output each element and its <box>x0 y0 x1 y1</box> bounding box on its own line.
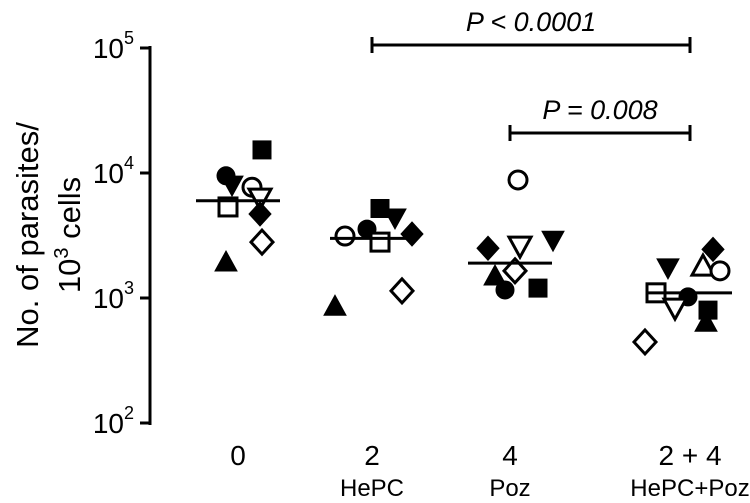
point <box>501 256 529 286</box>
y-tick-base: 10 <box>93 33 124 64</box>
point <box>528 278 548 298</box>
significance-label: P = 0.008 <box>542 95 657 125</box>
point <box>483 263 507 286</box>
point <box>631 327 659 357</box>
y-tick-label: 103 <box>93 278 134 314</box>
x-tick-label: 2 <box>364 440 380 471</box>
x-tick-label: 0 <box>230 440 246 471</box>
y-tick-base: 10 <box>93 408 124 439</box>
x-tick-label: 2 + 4 <box>658 440 721 471</box>
y-axis-label: No. of parasites/ <box>10 122 45 348</box>
point <box>400 221 424 247</box>
point <box>248 201 272 227</box>
y-tick-base: 10 <box>93 158 124 189</box>
point <box>506 235 534 261</box>
point <box>541 230 565 253</box>
y-tick-label: 105 <box>93 28 134 64</box>
point <box>248 227 276 257</box>
point <box>220 175 244 198</box>
y-tick-exponent: 3 <box>124 278 134 298</box>
point <box>661 297 689 323</box>
y-tick-base: 10 <box>93 283 124 314</box>
point <box>323 294 347 316</box>
x-tick-label: 4 <box>502 440 518 471</box>
point <box>383 208 407 230</box>
point <box>507 169 529 191</box>
y-axis-label-exponent: 3 <box>51 248 73 259</box>
y-axis-label-rest: cells <box>52 177 87 248</box>
point <box>476 235 500 261</box>
y-axis-label-base: 10 <box>52 259 87 293</box>
y-tick-exponent: 4 <box>124 153 134 173</box>
point <box>694 310 718 332</box>
y-tick-label: 104 <box>93 153 134 189</box>
point <box>388 276 416 306</box>
x-sublabel: HePC <box>340 475 404 502</box>
significance-label: P < 0.0001 <box>466 7 596 37</box>
point <box>246 187 274 213</box>
point <box>214 249 238 272</box>
point <box>689 251 717 277</box>
point <box>252 140 272 160</box>
y-tick-label: 102 <box>93 403 134 439</box>
y-tick-exponent: 5 <box>124 28 134 48</box>
point <box>701 236 725 263</box>
point <box>709 260 731 282</box>
point <box>217 196 239 218</box>
x-sublabel: HePC+Poz <box>630 475 749 502</box>
point <box>369 231 391 253</box>
y-axis-label: 103 cells <box>51 177 87 293</box>
point <box>656 258 680 280</box>
point <box>334 225 356 247</box>
x-sublabel: Poz <box>489 475 530 502</box>
y-tick-exponent: 2 <box>124 403 134 423</box>
